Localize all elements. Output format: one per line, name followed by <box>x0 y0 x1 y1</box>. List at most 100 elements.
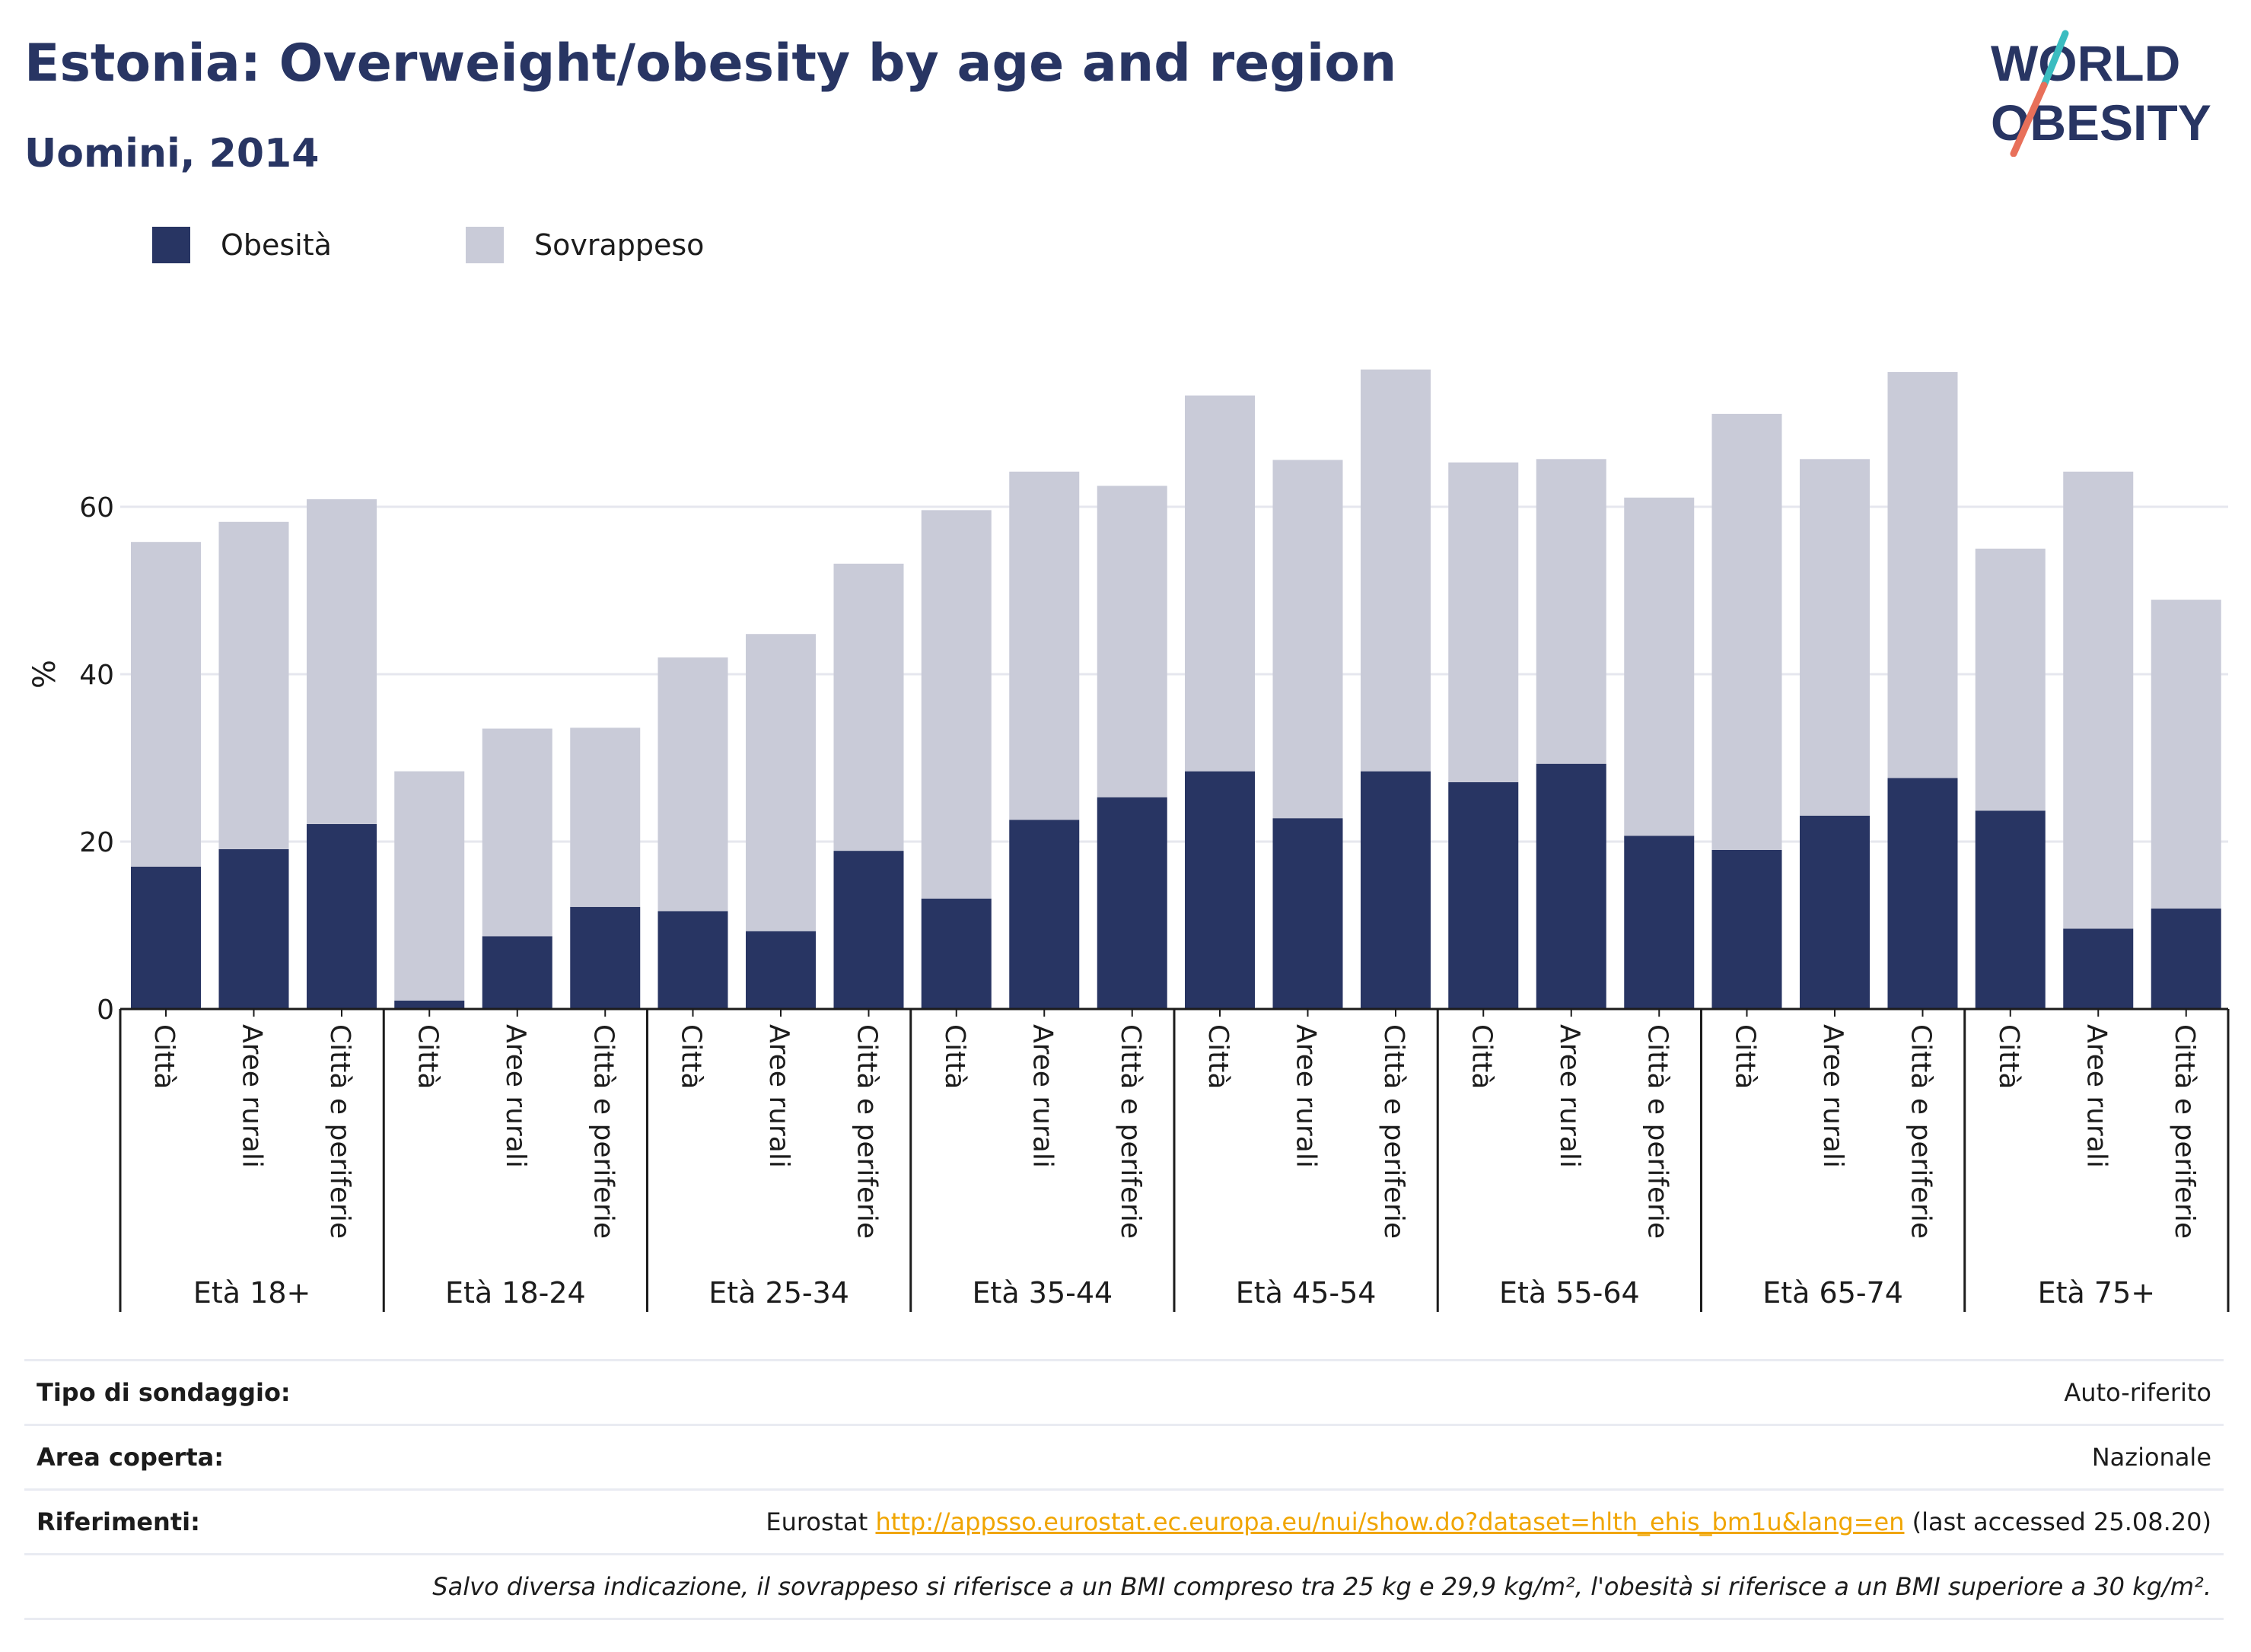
x-group-label: Età 18+ <box>193 1276 310 1310</box>
x-category-label: Città e periferie <box>852 1024 883 1239</box>
bar-overweight[interactable] <box>2151 600 2221 909</box>
bar-overweight[interactable] <box>482 728 552 937</box>
bar-obesity[interactable] <box>1272 818 1343 1009</box>
bar-overweight[interactable] <box>1975 549 2046 811</box>
x-category-label: Città <box>1730 1024 1761 1089</box>
x-category-label: Città e periferie <box>1641 1024 1673 1239</box>
references-link[interactable]: http://appsso.eurostat.ec.europa.eu/nui/… <box>875 1507 1905 1536</box>
bar-overweight[interactable] <box>833 563 904 851</box>
bar-overweight[interactable] <box>921 510 992 899</box>
bar-overweight[interactable] <box>1185 395 1255 772</box>
bar-obesity[interactable] <box>833 851 904 1009</box>
x-category-label: Aree rurali <box>2081 1024 2112 1168</box>
bar-obesity[interactable] <box>307 823 377 1009</box>
bar-obesity[interactable] <box>1536 763 1606 1009</box>
y-axis: 0 20 40 60 <box>79 492 114 1026</box>
bar-obesity[interactable] <box>131 867 201 1009</box>
stacked-bar-chart: 0 20 40 60 Città Aree rurali Città e periferi… <box>27 369 2230 1312</box>
bar-overweight[interactable] <box>1448 462 1519 782</box>
x-category-label: Città <box>939 1024 970 1089</box>
bar-obesity[interactable] <box>570 906 641 1009</box>
bar-obesity[interactable] <box>1361 771 1431 1009</box>
bar-overweight[interactable] <box>131 542 201 867</box>
page-title: Estonia: Overweight/obesity by age and r… <box>24 33 1397 94</box>
legend-item-obesity[interactable]: Obesità <box>152 225 332 265</box>
bar-overweight[interactable] <box>1097 485 1167 797</box>
x-category-label: Città e periferie <box>324 1024 355 1239</box>
chart-footer: Tipo di sondaggio: Auto-riferito Area co… <box>24 1359 2224 1620</box>
bar-overweight[interactable] <box>746 634 816 931</box>
bar-obesity[interactable] <box>1887 778 1958 1009</box>
legend-label-overweight: Sovrappeso <box>534 228 705 262</box>
x-category-label: Città <box>412 1024 443 1089</box>
bar-overweight[interactable] <box>1361 369 1431 772</box>
legend-swatch-obesity <box>152 227 190 263</box>
y-tick-label: 60 <box>79 492 114 524</box>
x-category-label: Città <box>148 1024 180 1089</box>
bar-obesity[interactable] <box>746 931 816 1009</box>
bar-obesity[interactable] <box>218 848 289 1009</box>
x-category-label: Aree rurali <box>500 1024 531 1168</box>
bar-obesity[interactable] <box>657 911 728 1009</box>
bar-overweight[interactable] <box>1711 413 1782 850</box>
x-category-label: Città e periferie <box>1906 1024 1937 1239</box>
bar-obesity[interactable] <box>482 936 552 1009</box>
footer-row-survey-type: Tipo di sondaggio: Auto-riferito <box>24 1359 2224 1426</box>
survey-type-value: Auto-riferito <box>2064 1378 2211 1407</box>
footer-row-area: Area coperta: Nazionale <box>24 1426 2224 1491</box>
logo-line1: WORLD <box>1991 35 2180 91</box>
bar-overweight[interactable] <box>657 657 728 912</box>
x-group-label: Età 75+ <box>2038 1276 2155 1310</box>
x-category-label: Città e periferie <box>587 1024 619 1239</box>
bar-obesity[interactable] <box>2063 928 2134 1009</box>
bar-overweight[interactable] <box>307 499 377 824</box>
area-label: Area coperta: <box>37 1443 224 1472</box>
bar-overweight[interactable] <box>1887 371 1958 778</box>
bar-series <box>131 369 2221 1009</box>
bar-obesity[interactable] <box>921 898 992 1009</box>
bar-overweight[interactable] <box>570 727 641 907</box>
x-category-label: Città e periferie <box>1115 1024 1146 1239</box>
bar-overweight[interactable] <box>1624 497 1695 836</box>
bmi-note: Salvo diversa indicazione, il sovrappeso… <box>432 1572 2211 1601</box>
references-prefix: Eurostat <box>766 1507 868 1536</box>
x-group-label: Età 35-44 <box>973 1276 1113 1310</box>
x-category-label: Città e periferie <box>2169 1024 2200 1239</box>
world-obesity-logo: WORLD OBESITY <box>1991 30 2211 157</box>
x-category-label: Città <box>1202 1024 1234 1089</box>
x-category-label: Città <box>1466 1024 1497 1089</box>
legend-item-overweight[interactable]: Sovrappeso <box>466 225 704 265</box>
footer-row-note: Salvo diversa indicazione, il sovrappeso… <box>24 1555 2224 1620</box>
references-label: Riferimenti: <box>37 1507 200 1536</box>
bar-obesity[interactable] <box>1097 797 1167 1009</box>
bar-obesity[interactable] <box>1711 850 1782 1009</box>
y-tick-label: 40 <box>79 660 114 691</box>
bar-obesity[interactable] <box>1448 781 1519 1009</box>
x-category-label: Città e periferie <box>1378 1024 1409 1239</box>
bar-obesity[interactable] <box>1975 810 2046 1009</box>
bar-overweight[interactable] <box>1272 460 1343 819</box>
bar-overweight[interactable] <box>1800 459 1870 816</box>
bar-obesity[interactable] <box>1800 815 1870 1009</box>
references-suffix: (last accessed 25.08.20) <box>1912 1507 2211 1536</box>
bar-obesity[interactable] <box>394 1001 465 1009</box>
bar-overweight[interactable] <box>2063 471 2134 929</box>
bar-obesity[interactable] <box>2151 909 2221 1009</box>
bar-obesity[interactable] <box>1624 836 1695 1009</box>
x-group-label: Età 45-54 <box>1236 1276 1377 1310</box>
y-tick-label: 20 <box>79 827 114 858</box>
x-axis: Città Aree rurali Città e periferie Età 18+… <box>119 1007 2230 1312</box>
bar-obesity[interactable] <box>1009 820 1080 1009</box>
grid-lines <box>120 505 2228 843</box>
bar-overweight[interactable] <box>394 771 465 1001</box>
legend-swatch-overweight <box>466 227 504 263</box>
bar-overweight[interactable] <box>218 521 289 849</box>
bar-obesity[interactable] <box>1185 771 1255 1009</box>
bar-overweight[interactable] <box>1009 471 1080 820</box>
area-value: Nazionale <box>2091 1443 2211 1472</box>
y-tick-label: 0 <box>97 995 114 1026</box>
x-category-label: Aree rurali <box>763 1024 794 1168</box>
bar-overweight[interactable] <box>1536 459 1606 764</box>
survey-type-label: Tipo di sondaggio: <box>37 1378 291 1407</box>
x-category-label: Aree rurali <box>1291 1024 1322 1168</box>
